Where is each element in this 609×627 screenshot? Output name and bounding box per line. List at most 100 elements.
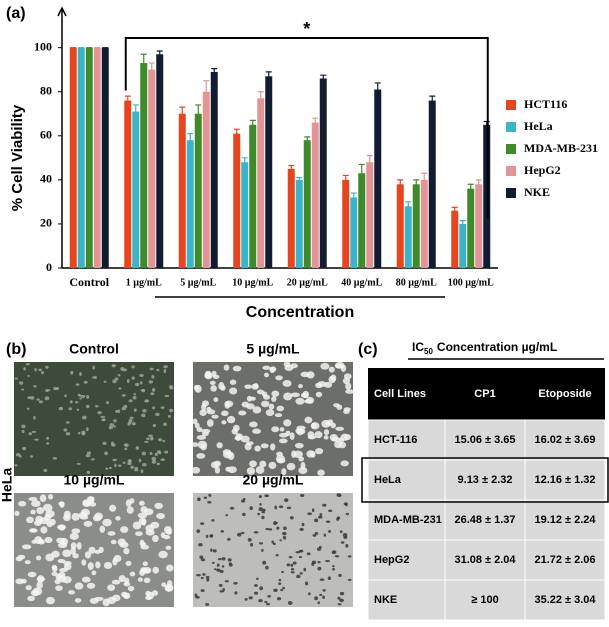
cell <box>201 403 207 412</box>
cell <box>28 432 32 436</box>
panel-label: (b) <box>6 341 26 358</box>
cell <box>110 539 117 545</box>
cell <box>121 394 126 397</box>
error-bar <box>140 53 147 72</box>
cell <box>14 464 18 467</box>
cell <box>43 468 48 473</box>
cell <box>141 569 151 574</box>
annotation: * <box>303 19 310 39</box>
cell <box>325 520 331 523</box>
cell <box>210 385 217 392</box>
cell <box>236 532 242 537</box>
cell <box>77 431 81 435</box>
table-header: CP1 <box>474 388 495 400</box>
cell <box>312 534 317 537</box>
error-bar <box>211 67 218 76</box>
cell <box>339 598 344 603</box>
bar <box>366 162 374 268</box>
cell <box>276 405 285 412</box>
cell <box>290 563 294 567</box>
cell <box>223 364 230 371</box>
cell <box>106 596 116 605</box>
cell <box>204 370 212 379</box>
cell <box>240 531 245 535</box>
cell <box>265 409 275 417</box>
cell <box>128 418 133 423</box>
cell <box>21 429 25 434</box>
cell <box>163 525 172 534</box>
cell <box>317 601 321 605</box>
cell <box>164 394 170 398</box>
cell <box>224 580 229 583</box>
cell <box>95 561 101 569</box>
cell <box>163 365 168 369</box>
cell <box>165 564 174 572</box>
cell <box>150 392 155 396</box>
cell <box>194 384 202 393</box>
cell <box>197 497 201 502</box>
micrograph-bg <box>193 362 353 476</box>
cell <box>283 392 293 401</box>
cell <box>298 384 303 389</box>
cell <box>282 531 287 536</box>
bar <box>459 223 467 268</box>
panel-label: (c) <box>358 341 378 358</box>
error-bar <box>320 74 327 82</box>
cell <box>260 400 270 408</box>
cell <box>221 565 225 568</box>
cell <box>328 529 331 533</box>
cell <box>206 409 216 415</box>
cell <box>113 419 117 423</box>
cell <box>135 446 140 450</box>
cell <box>79 515 89 520</box>
cell <box>323 533 327 537</box>
cell <box>328 375 336 384</box>
error-bar <box>342 174 349 185</box>
cell <box>27 595 35 602</box>
cell <box>30 509 36 515</box>
cell <box>140 389 146 392</box>
cell <box>206 419 214 427</box>
bar <box>85 47 93 269</box>
cell <box>265 603 271 606</box>
x-tick-label: 20 µg/mL <box>287 277 328 288</box>
cell <box>212 374 220 379</box>
legend-label: HepG2 <box>524 163 561 177</box>
cell <box>227 558 232 562</box>
cell <box>127 422 131 426</box>
bar <box>396 184 404 268</box>
bar <box>287 168 295 268</box>
cell <box>109 423 115 427</box>
cell <box>111 441 114 446</box>
cell <box>336 404 343 410</box>
cell <box>127 459 132 464</box>
cell <box>302 390 310 399</box>
cell <box>298 550 303 553</box>
error-bar <box>366 155 373 169</box>
cell <box>93 375 97 380</box>
cell <box>197 440 208 449</box>
cell <box>319 513 323 517</box>
legend-label: NKE <box>524 185 550 199</box>
table-title: IC50 Concentration µg/mL <box>412 340 557 356</box>
cell <box>334 555 340 558</box>
cell <box>338 573 342 577</box>
panel-label: (a) <box>6 5 26 22</box>
bar <box>101 47 109 269</box>
cell <box>276 597 282 601</box>
cell <box>287 601 293 605</box>
cell <box>111 579 121 585</box>
cell <box>196 573 201 577</box>
cell <box>260 443 269 449</box>
cell <box>34 438 39 441</box>
bar <box>186 140 194 268</box>
bar <box>412 184 420 268</box>
cell <box>267 594 271 598</box>
cell <box>345 544 349 548</box>
cell <box>167 414 171 418</box>
cell <box>290 568 295 571</box>
x-tick-label: 80 µg/mL <box>396 277 437 288</box>
cell <box>343 409 350 415</box>
cell <box>59 567 68 573</box>
bar <box>350 197 358 268</box>
